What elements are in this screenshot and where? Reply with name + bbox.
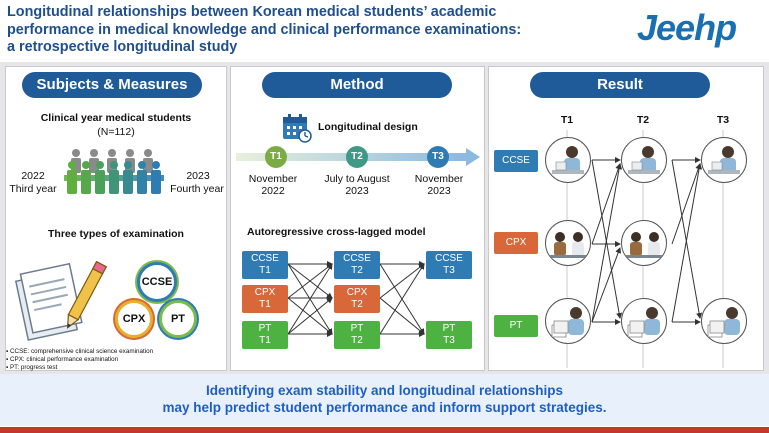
exam-title: Three types of examination xyxy=(48,228,184,240)
abbr-cpx: ▪ CPX: clinical performance examination xyxy=(6,356,119,363)
timeline-t1-date: November 2022 xyxy=(248,173,298,197)
title-line-3: a retrospective longitudinal study xyxy=(7,39,238,55)
box-pt-t2: PT T2 xyxy=(334,321,380,349)
result-row-cpx: CPX xyxy=(494,232,538,254)
result-col-t1: T1 xyxy=(560,114,574,126)
illustration-studying-t1 xyxy=(545,137,591,183)
exam-papers-icon xyxy=(14,260,108,341)
bottom-accent-bar xyxy=(0,427,769,433)
result-col-t3: T3 xyxy=(716,114,730,126)
conclusion-line-2: may help predict student performance and… xyxy=(162,400,607,415)
timeline-t2-date: July to August 2023 xyxy=(324,173,390,197)
header: Longitudinal relationships between Korea… xyxy=(0,0,769,60)
page-title: Longitudinal relationships between Korea… xyxy=(7,4,567,57)
design-title: Longitudinal design xyxy=(318,121,418,133)
box-pt-t1: PT T1 xyxy=(242,321,288,349)
subjects-n: (N=112) xyxy=(97,126,135,138)
start-year-label: Third year xyxy=(9,183,57,195)
conclusion-bar xyxy=(0,374,769,426)
subjects-heading: Subjects & Measures xyxy=(22,72,202,98)
conclusion-line-1: Identifying exam stability and longitudi… xyxy=(205,383,564,398)
abbr-ccse: ▪ CCSE: comprehensive clinical science e… xyxy=(6,348,154,355)
start-year: 2022 xyxy=(21,170,45,182)
illustration-patient-t1 xyxy=(545,220,591,266)
illustration-test-t3 xyxy=(701,298,747,344)
illustration-studying-t3 xyxy=(701,137,747,183)
conclusion-text: Identifying exam stability and longitudi… xyxy=(0,382,769,416)
end-year-label: Fourth year xyxy=(170,183,224,195)
timeline-t3-date: November 2023 xyxy=(414,173,464,197)
box-cpx-t1: CPX T1 xyxy=(242,285,288,313)
box-cpx-t2: CPX T2 xyxy=(334,285,380,313)
pt-badge: PT xyxy=(159,300,197,338)
timeline-t3: T3 xyxy=(427,146,449,168)
subjects-title: Clinical year medical students xyxy=(40,112,192,124)
result-row-pt: PT xyxy=(494,315,538,337)
illustration-test-t1 xyxy=(545,298,591,344)
result-arrows xyxy=(591,157,703,325)
method-panel xyxy=(230,66,485,371)
jeehp-logo: Jeehp xyxy=(637,7,737,48)
illustration-test-t2 xyxy=(621,298,667,344)
cross-lagged-arrows xyxy=(287,261,425,337)
box-ccse-t3: CCSE T3 xyxy=(426,251,472,279)
calendar-icon xyxy=(283,114,312,143)
timeline-t2: T2 xyxy=(346,146,368,168)
box-ccse-t2: CCSE T2 xyxy=(334,251,380,279)
box-pt-t3: PT T3 xyxy=(426,321,472,349)
model-title: Autoregressive cross-lagged model xyxy=(247,226,426,238)
title-line-1: Longitudinal relationships between Korea… xyxy=(7,4,497,20)
box-ccse-t1: CCSE T1 xyxy=(242,251,288,279)
illustration-patient-t2 xyxy=(621,220,667,266)
ccse-badge: CCSE xyxy=(137,262,177,302)
students-icon xyxy=(64,149,164,194)
illustration-studying-t2 xyxy=(621,137,667,183)
result-heading: Result xyxy=(530,72,710,98)
title-line-2: performance in medical knowledge and cli… xyxy=(7,21,522,38)
cpx-badge: CPX xyxy=(115,300,153,338)
method-heading: Method xyxy=(262,72,452,98)
result-row-ccse: CCSE xyxy=(494,150,538,172)
abbr-pt: ▪ PT: progress test xyxy=(6,364,58,371)
result-col-t2: T2 xyxy=(636,114,650,126)
end-year: 2023 xyxy=(186,170,210,182)
timeline-t1: T1 xyxy=(265,146,287,168)
